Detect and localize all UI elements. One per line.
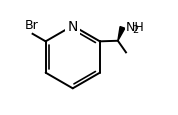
Text: NH: NH bbox=[125, 21, 144, 34]
Polygon shape bbox=[118, 27, 125, 41]
Text: 2: 2 bbox=[132, 25, 138, 34]
Text: N: N bbox=[68, 20, 78, 33]
Text: Br: Br bbox=[25, 19, 38, 32]
